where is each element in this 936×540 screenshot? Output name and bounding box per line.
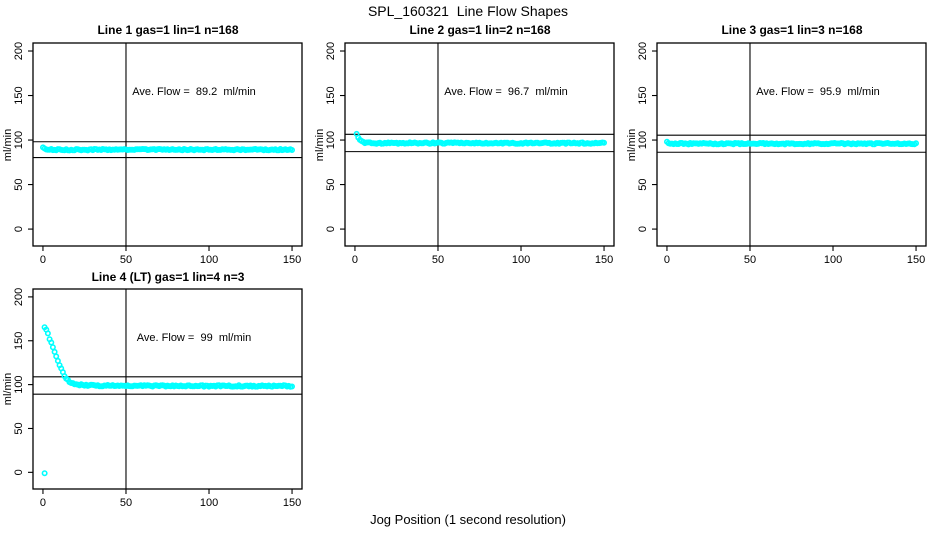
svg-text:50: 50: [637, 178, 649, 190]
svg-text:150: 150: [595, 254, 613, 266]
panel-1-plot-box: [32, 42, 303, 247]
svg-text:0: 0: [637, 226, 649, 232]
panel-4: 0 50 100 150 0 50 100 150 200: [13, 288, 303, 509]
panel-3-points: [663, 138, 919, 148]
panel-3-plot-box: [656, 42, 927, 247]
panel-2-y-axis: 0 50 100 150 200: [325, 42, 345, 232]
svg-text:100: 100: [824, 254, 842, 266]
panel-4-points: [41, 324, 295, 477]
svg-text:200: 200: [13, 288, 25, 306]
panel-3-x-axis: 0 50 100 150: [664, 246, 925, 266]
panel-4-title: Line 4 (LT) gas=1 lin=4 n=3: [91, 270, 245, 284]
panel-4-outlier-point: [41, 470, 48, 477]
main-title: SPL_160321 Line Flow Shapes: [367, 3, 569, 19]
svg-text:100: 100: [200, 497, 218, 509]
svg-text:50: 50: [432, 254, 444, 266]
svg-text:100: 100: [325, 131, 337, 149]
svg-text:150: 150: [283, 497, 301, 509]
svg-text:50: 50: [120, 254, 132, 266]
svg-text:0: 0: [13, 226, 25, 232]
svg-text:200: 200: [13, 42, 25, 60]
svg-text:150: 150: [325, 86, 337, 104]
panel-2-points: [353, 130, 607, 147]
svg-text:100: 100: [13, 131, 25, 149]
svg-text:100: 100: [200, 254, 218, 266]
panel-3-title: Line 3 gas=1 lin=3 n=168: [721, 23, 863, 37]
svg-text:200: 200: [325, 42, 337, 60]
svg-text:150: 150: [907, 254, 925, 266]
svg-text:50: 50: [744, 254, 756, 266]
panel-1-y-axis: 0 50 100 150 200: [13, 42, 33, 232]
svg-text:100: 100: [637, 131, 649, 149]
panel-2-ave-flow-annotation: Ave. Flow = 96.7 ml/min: [444, 86, 568, 98]
panel-2-plot-box: [344, 42, 615, 247]
svg-text:200: 200: [637, 42, 649, 60]
svg-text:150: 150: [13, 332, 25, 350]
panel-2-title: Line 2 gas=1 lin=2 n=168: [409, 23, 551, 37]
x-axis-label: Jog Position (1 second resolution): [370, 512, 566, 527]
svg-text:100: 100: [13, 375, 25, 393]
panel-1-ave-flow-annotation: Ave. Flow = 89.2 ml/min: [132, 86, 256, 98]
panel-2-y-axis-label: ml/min: [314, 128, 326, 162]
panel-3-y-axis-label: ml/min: [626, 128, 638, 162]
panel-1: 0 50 100 150 0 50 100 150 200: [13, 42, 303, 266]
panel-2-x-axis: 0 50 100 150: [352, 246, 613, 266]
panel-4-ave-flow-annotation: Ave. Flow = 99 ml/min: [136, 332, 252, 344]
svg-text:0: 0: [352, 254, 358, 266]
panel-4-plot-box: [32, 288, 303, 490]
svg-text:0: 0: [13, 469, 25, 475]
svg-text:50: 50: [13, 178, 25, 190]
svg-text:0: 0: [325, 226, 337, 232]
svg-text:0: 0: [40, 497, 46, 509]
svg-text:100: 100: [512, 254, 530, 266]
panel-2: 0 50 100 150 0 50 100 150 200: [325, 42, 615, 266]
panel-1-points: [39, 144, 295, 154]
panel-1-title: Line 1 gas=1 lin=1 n=168: [97, 23, 239, 37]
panel-3-y-axis: 0 50 100 150 200: [637, 42, 657, 232]
svg-text:0: 0: [40, 254, 46, 266]
panel-1-y-axis-label: ml/min: [2, 128, 14, 162]
svg-text:50: 50: [120, 497, 132, 509]
panel-4-y-axis-label: ml/min: [2, 372, 14, 406]
svg-text:150: 150: [283, 254, 301, 266]
svg-text:150: 150: [13, 86, 25, 104]
panel-1-x-axis: 0 50 100 150: [40, 246, 301, 266]
panel-4-x-axis: 0 50 100 150: [40, 489, 301, 509]
panel-4-y-axis: 0 50 100 150 200: [13, 288, 33, 475]
svg-text:150: 150: [637, 86, 649, 104]
panel-3-ave-flow-annotation: Ave. Flow = 95.9 ml/min: [756, 86, 880, 98]
svg-text:0: 0: [664, 254, 670, 266]
panel-3: 0 50 100 150 0 50 100 150 200: [637, 42, 927, 266]
svg-text:50: 50: [325, 178, 337, 190]
svg-text:50: 50: [13, 422, 25, 434]
